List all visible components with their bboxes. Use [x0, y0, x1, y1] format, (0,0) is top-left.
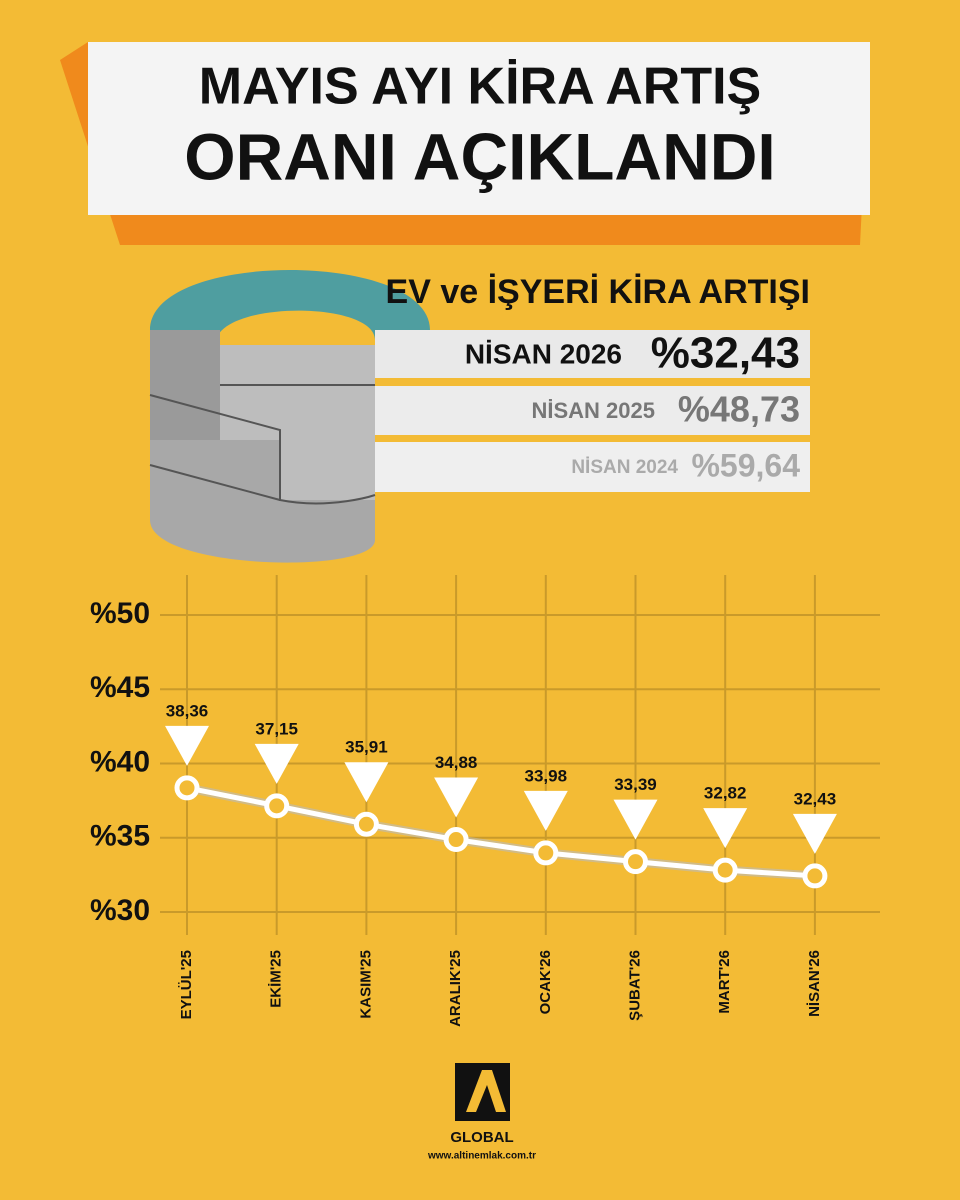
- title-line: ORANI AÇIKLANDI: [184, 119, 776, 193]
- pointer: [165, 725, 209, 766]
- pointer: [434, 777, 479, 818]
- title-line: MAYIS AYI KİRA ARTIŞ: [199, 58, 761, 116]
- pointer: [254, 743, 299, 784]
- summary-heading: EV ve İŞYERİ KİRA ARTIŞI: [386, 273, 810, 311]
- y-tick-label: %45: [90, 671, 150, 704]
- point: [802, 863, 828, 889]
- summary-label: NİSAN 2024: [571, 457, 678, 478]
- x-tick-label: NİSAN'26: [806, 950, 823, 1017]
- pointer: [613, 799, 658, 840]
- brand: GLOBAL: [450, 1129, 513, 1146]
- summary-value: %59,64: [691, 447, 800, 483]
- value-label: 32,82: [704, 784, 747, 803]
- x-tick-label: KASIM'25: [357, 950, 374, 1019]
- line: [186, 785, 816, 879]
- point: [712, 857, 738, 883]
- value-label: 35,91: [345, 738, 388, 757]
- value-label: 32,43: [794, 789, 837, 808]
- y-tick-label: %50: [90, 597, 150, 630]
- url: www.altinemlak.com.tr: [427, 1151, 536, 1162]
- logo: [455, 1063, 510, 1121]
- line-chart: %30 %35 %40 %45 %50 EYLÜL'25 EKİM'25 KASIM'25 AR…: [90, 575, 880, 1027]
- point: [174, 775, 200, 801]
- summary-value: %32,43: [651, 329, 800, 378]
- x-tick-label: MART'26: [716, 950, 733, 1014]
- pointer: [792, 813, 837, 854]
- summary-row: [375, 386, 810, 435]
- y-tick-label: %35: [90, 820, 150, 853]
- y-tick-label: %30: [90, 894, 150, 927]
- x-tick-label: OCAK'26: [537, 950, 554, 1014]
- summary-value: %48,73: [678, 389, 800, 430]
- pointer: [523, 790, 568, 831]
- pointer: [344, 762, 389, 803]
- point: [353, 811, 379, 837]
- value-label: 37,15: [255, 719, 298, 738]
- x-tick-label: ŞUBAT'26: [626, 950, 643, 1021]
- x-tick-label: ARALIK'25: [447, 950, 464, 1027]
- value-label: 34,88: [435, 753, 478, 772]
- title-box: [88, 42, 870, 215]
- point: [533, 840, 559, 866]
- cylinder-decoration: [149, 270, 430, 563]
- value-label: 33,39: [614, 775, 657, 794]
- y-tick-label: %40: [90, 745, 150, 778]
- summary-row: [375, 330, 810, 378]
- pointer: [703, 808, 748, 849]
- summary-label: NİSAN 2025: [531, 398, 655, 423]
- value-label: 38,36: [166, 701, 209, 720]
- point: [623, 849, 648, 875]
- value-label: 33,98: [525, 766, 568, 785]
- x-tick-label: EYLÜL'25: [178, 950, 195, 1019]
- point: [264, 793, 290, 819]
- point: [443, 827, 469, 853]
- summary-label: NİSAN 2026: [465, 338, 622, 369]
- summary-row: [375, 442, 810, 492]
- x-tick-label: EKİM'25: [268, 950, 285, 1008]
